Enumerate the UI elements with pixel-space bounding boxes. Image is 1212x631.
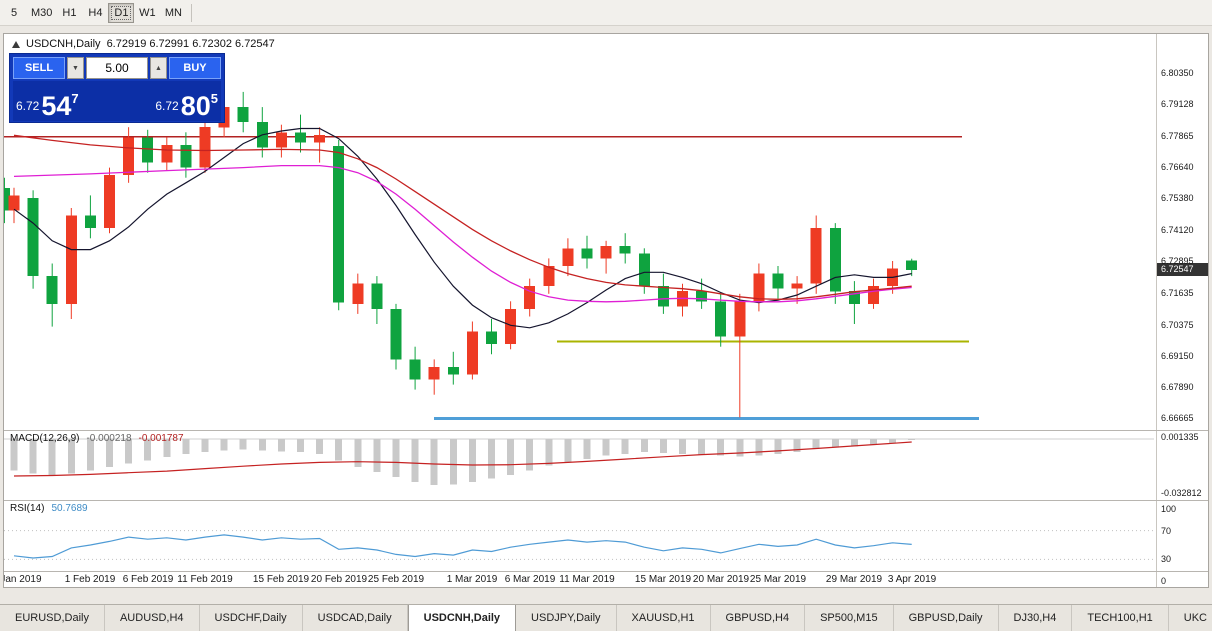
panel-splitter[interactable] bbox=[4, 500, 1208, 501]
price-scale-label: 6.70375 bbox=[1161, 320, 1194, 330]
rsi-panel-canvas[interactable] bbox=[4, 501, 1154, 571]
chart-tab-usdcnh-daily[interactable]: USDCNH,Daily bbox=[407, 605, 517, 631]
macd-scale-label: -0.032812 bbox=[1161, 488, 1202, 498]
date-label: 1 Mar 2019 bbox=[446, 574, 498, 585]
current-price-badge: 6.72547 bbox=[1157, 263, 1208, 276]
timeframe-button-h4[interactable]: H4 bbox=[88, 6, 103, 19]
bid-price: 6.72 54 7 bbox=[13, 81, 117, 121]
chart-tab-gbpusd-daily[interactable]: GBPUSD,Daily bbox=[894, 605, 999, 631]
date-label: 1 Feb 2019 bbox=[64, 574, 116, 585]
rsi-scale-label: 0 bbox=[1161, 576, 1167, 586]
price-scale-label: 6.75380 bbox=[1161, 193, 1194, 203]
ask-price-big: 80 bbox=[180, 91, 211, 121]
price-scale-label: 6.71635 bbox=[1161, 288, 1194, 298]
rsi-scale-label: 30 bbox=[1161, 554, 1172, 564]
price-scale-label: 6.79128 bbox=[1161, 99, 1194, 109]
date-label: 28 Jan 2019 bbox=[4, 574, 42, 585]
chart-window[interactable]: USDCNH,Daily 6.72919 6.72991 6.72302 6.7… bbox=[3, 33, 1209, 588]
chart-tab-bar: EURUSD,Daily AUDUSD,H4 USDCHF,Daily USDCAD,… bbox=[0, 604, 1212, 631]
timeframe-button-w1[interactable]: W1 bbox=[139, 6, 156, 19]
timeframe-button-group: 5 M30 H1 H4 D1 W1 MN bbox=[1, 0, 186, 25]
macd-label: MACD(12,26,9) -0.000218 -0.001787 bbox=[10, 433, 184, 444]
volume-increase-button[interactable]: ▲ bbox=[150, 57, 167, 79]
macd-signal-value: -0.001787 bbox=[138, 433, 184, 444]
one-click-trading-panel: SELL ▼ 5.00 ▲ BUY 6.72 54 7 6.72 80 5 bbox=[9, 53, 225, 123]
rsi-name: RSI(14) bbox=[10, 503, 45, 514]
price-scale-label: 6.66665 bbox=[1161, 413, 1194, 423]
sell-button[interactable]: SELL bbox=[13, 57, 65, 79]
macd-main-value: -0.000218 bbox=[86, 433, 132, 444]
volume-decrease-button[interactable]: ▼ bbox=[67, 57, 84, 79]
date-label: 15 Feb 2019 bbox=[252, 574, 310, 585]
chart-tab-tech100-h1[interactable]: TECH100,H1 bbox=[1072, 605, 1169, 631]
macd-name: MACD(12,26,9) bbox=[10, 433, 80, 444]
date-label: 15 Mar 2019 bbox=[634, 574, 692, 585]
panel-splitter[interactable] bbox=[4, 571, 1208, 572]
volume-input[interactable]: 5.00 bbox=[86, 57, 148, 79]
macd-scale-label: 0.001335 bbox=[1161, 432, 1199, 442]
timeframe-button-h1[interactable]: H1 bbox=[62, 6, 77, 19]
chart-tab-usdcad-daily[interactable]: USDCAD,Daily bbox=[303, 605, 408, 631]
date-label: 29 Mar 2019 bbox=[825, 574, 883, 585]
price-scale-label: 6.69150 bbox=[1161, 351, 1194, 361]
chart-tab-sp500-m15[interactable]: SP500,M15 bbox=[805, 605, 894, 631]
price-scale-label: 6.67890 bbox=[1161, 382, 1194, 392]
timeframe-button-d1[interactable]: D1 bbox=[108, 2, 135, 23]
chart-tab-usdchf-daily[interactable]: USDCHF,Daily bbox=[200, 605, 303, 631]
chart-tab-ukc[interactable]: UKC bbox=[1169, 605, 1212, 631]
price-scale-label: 6.72895 bbox=[1161, 256, 1194, 266]
price-scale-label: 6.74120 bbox=[1161, 225, 1194, 235]
date-label: 6 Feb 2019 bbox=[122, 574, 174, 585]
date-label: 11 Mar 2019 bbox=[559, 574, 615, 585]
ask-price-sup: 5 bbox=[210, 91, 218, 106]
price-scale-label: 6.80350 bbox=[1161, 68, 1194, 78]
macd-panel-canvas[interactable] bbox=[4, 431, 1154, 500]
chart-ohlc: 6.72919 6.72991 6.72302 6.72547 bbox=[106, 38, 275, 50]
timeframe-button-m30[interactable]: M30 bbox=[31, 6, 53, 19]
timeframe-button-5[interactable]: 5 bbox=[10, 6, 18, 19]
chart-tab-gbpusd-h4[interactable]: GBPUSD,H4 bbox=[711, 605, 806, 631]
date-label: 25 Feb 2019 bbox=[367, 574, 425, 585]
rsi-scale-label: 100 bbox=[1161, 504, 1177, 514]
price-scale[interactable] bbox=[1156, 34, 1208, 587]
date-label: 20 Feb 2019 bbox=[310, 574, 368, 585]
rsi-scale-label: 70 bbox=[1161, 526, 1172, 536]
ask-price: 6.72 80 5 bbox=[117, 81, 221, 121]
one-click-toggle-icon[interactable] bbox=[12, 40, 20, 48]
toolbar-separator bbox=[191, 3, 193, 22]
date-label: 20 Mar 2019 bbox=[692, 574, 750, 585]
timeframe-toolbar: 5 M30 H1 H4 D1 W1 MN bbox=[0, 0, 1212, 26]
date-label: 3 Apr 2019 bbox=[887, 574, 937, 585]
chart-tab-xauusd-h1[interactable]: XAUUSD,H1 bbox=[617, 605, 711, 631]
rsi-label: RSI(14) 50.7689 bbox=[10, 503, 88, 514]
rsi-value: 50.7689 bbox=[51, 503, 88, 514]
ask-price-prefix: 6.72 bbox=[155, 99, 179, 113]
chart-tab-usdjpy-daily[interactable]: USDJPY,Daily bbox=[516, 605, 617, 631]
chart-symbol-period: USDCNH,Daily bbox=[26, 38, 101, 50]
panel-splitter[interactable] bbox=[4, 430, 1208, 431]
date-label: 6 Mar 2019 bbox=[504, 574, 556, 585]
chart-title: USDCNH,Daily 6.72919 6.72991 6.72302 6.7… bbox=[12, 38, 275, 50]
date-label: 25 Mar 2019 bbox=[749, 574, 807, 585]
buy-button[interactable]: BUY bbox=[169, 57, 221, 79]
date-label: 11 Feb 2019 bbox=[177, 574, 233, 585]
timeframe-button-mn[interactable]: MN bbox=[164, 6, 182, 19]
main-chart-canvas[interactable] bbox=[4, 34, 1154, 430]
bid-price-big: 54 bbox=[41, 91, 72, 121]
bid-price-prefix: 6.72 bbox=[16, 99, 40, 113]
chart-tab-eurusd-daily[interactable]: EURUSD,Daily bbox=[0, 605, 105, 631]
chart-tab-audusd-h4[interactable]: AUDUSD,H4 bbox=[105, 605, 200, 631]
chart-tab-dj30-h4[interactable]: DJ30,H4 bbox=[999, 605, 1073, 631]
price-scale-label: 6.76640 bbox=[1161, 162, 1194, 172]
bid-price-sup: 7 bbox=[71, 91, 79, 106]
price-scale-label: 6.77865 bbox=[1161, 131, 1194, 141]
